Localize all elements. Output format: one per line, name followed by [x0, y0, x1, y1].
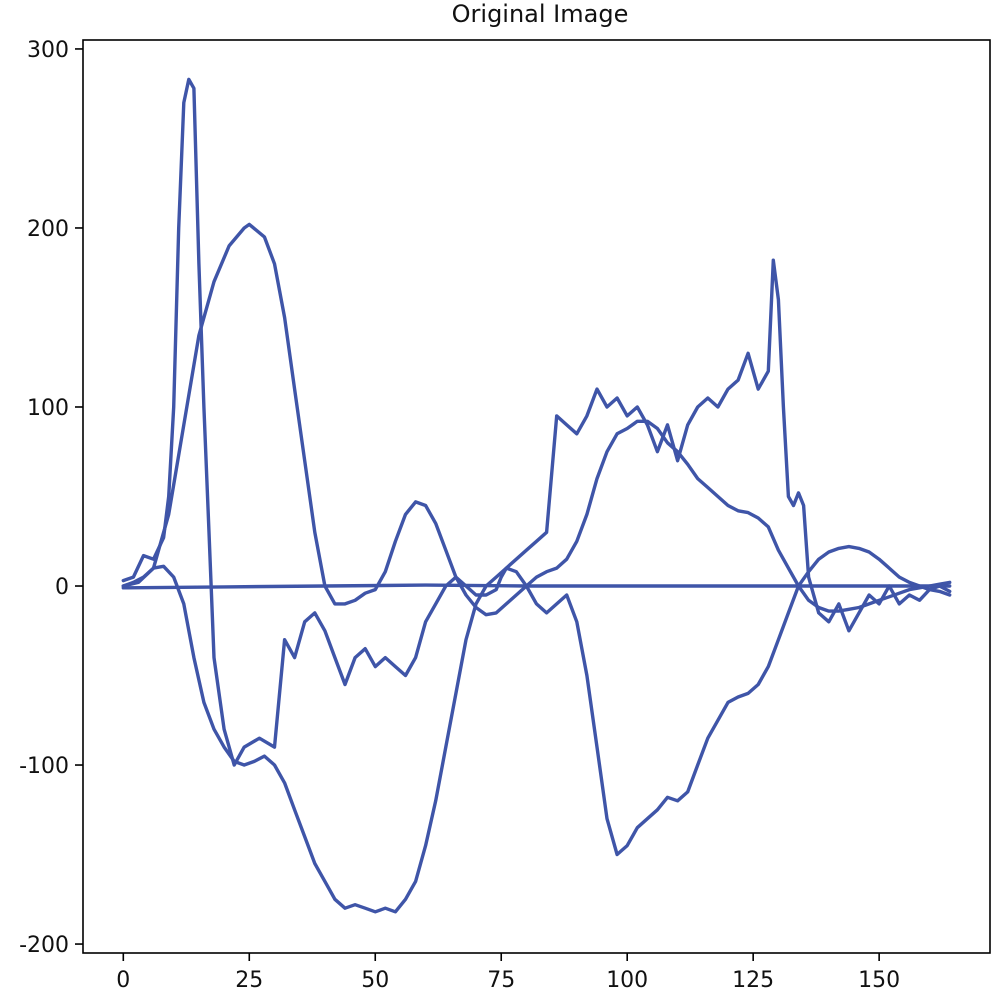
y-tick-label: 200	[27, 217, 69, 242]
y-axis: -200 -100 0 100 200 300	[19, 38, 83, 958]
series-line-1	[121, 77, 952, 767]
x-axis: 0 25 50 75 100 125 150	[116, 953, 900, 993]
x-tick-label: 100	[606, 968, 648, 993]
y-tick-label: 0	[55, 575, 69, 600]
x-tick-label: 150	[858, 968, 900, 993]
series-line-3	[121, 544, 952, 914]
y-tick-label: 300	[27, 38, 69, 63]
x-tick-label: 125	[732, 968, 774, 993]
x-tick-label: 75	[487, 968, 515, 993]
y-tick-label: -200	[19, 933, 69, 958]
series-line-2	[121, 222, 952, 617]
x-tick-label: 25	[235, 968, 263, 993]
y-tick-label: -100	[19, 754, 69, 779]
x-tick-label: 0	[116, 968, 130, 993]
y-tick-label: 100	[27, 396, 69, 421]
series-line-4	[121, 583, 952, 590]
series-layer	[121, 77, 952, 914]
chart-title: Original Image	[452, 0, 629, 28]
plot-frame	[82, 39, 991, 954]
x-tick-label: 50	[361, 968, 389, 993]
